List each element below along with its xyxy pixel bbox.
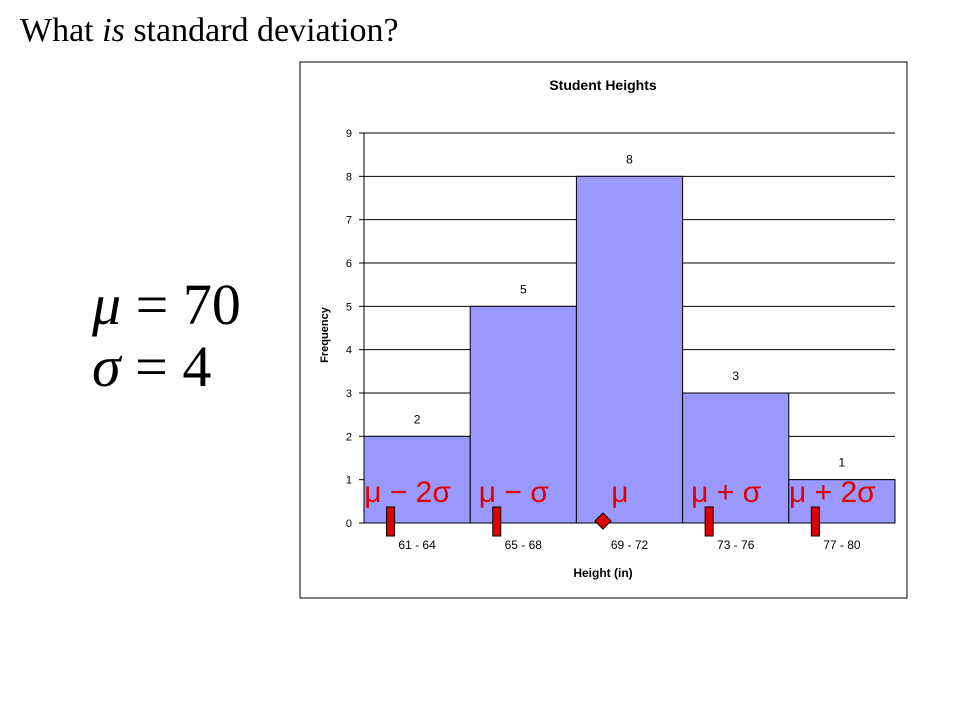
sigma-marker xyxy=(704,506,714,537)
sigma-marker-label: μ + σ xyxy=(691,476,761,509)
y-tick-label: 8 xyxy=(346,171,352,183)
marker-layer: μ − 2σ μ − σ μ μ + σ μ + 2σ xyxy=(364,476,876,537)
y-tick-label: 7 xyxy=(346,215,352,227)
mean-marker xyxy=(594,512,612,530)
bar xyxy=(575,175,684,524)
slide-title-emphasis: is xyxy=(102,12,125,49)
sigma-marker xyxy=(810,506,820,537)
y-axis-label: Frequency xyxy=(319,306,331,363)
y-tick-label: 3 xyxy=(346,388,352,400)
bar xyxy=(363,435,471,524)
y-tick-label: 6 xyxy=(346,258,352,270)
sigma-marker-label: μ − 2σ xyxy=(364,476,451,509)
slide-title: What is standard deviation? xyxy=(20,12,399,50)
sigma-marker xyxy=(492,506,502,537)
x-tick-label: 77 - 80 xyxy=(823,538,861,552)
sigma-marker xyxy=(386,506,396,537)
y-tick-label: 1 xyxy=(346,475,352,487)
chart-title: Student Heights xyxy=(549,77,657,93)
data-label: 1 xyxy=(839,456,846,470)
x-axis-label: Height (in) xyxy=(573,566,632,580)
bar xyxy=(469,305,577,524)
mean-formula: μ = 70 xyxy=(92,276,241,334)
sigma-marker-label: μ xyxy=(611,476,628,509)
data-label: 2 xyxy=(414,412,421,426)
x-tick-label: 73 - 76 xyxy=(717,538,755,552)
bar xyxy=(788,479,896,524)
bar-layer: 2 5 8 3 1 xyxy=(363,152,896,524)
y-tick-label: 4 xyxy=(346,345,352,357)
sd-symbol: σ xyxy=(92,334,121,399)
data-label: 3 xyxy=(732,369,739,383)
x-tick-label: 65 - 68 xyxy=(505,538,543,552)
slide-title-end: standard deviation? xyxy=(124,12,399,49)
sigma-marker-label: μ + 2σ xyxy=(789,476,876,509)
slide-title-start: What xyxy=(20,12,103,49)
y-tick-label: 0 xyxy=(346,518,352,530)
sigma-marker-label: μ − σ xyxy=(479,476,549,509)
y-tick-label: 9 xyxy=(346,128,352,140)
y-tick-label: 5 xyxy=(346,301,352,313)
x-tick-label: 61 - 64 xyxy=(398,538,436,552)
bar xyxy=(682,392,790,524)
data-label: 8 xyxy=(626,152,633,166)
x-tick-label: 69 - 72 xyxy=(611,538,649,552)
sd-formula: σ = 4 xyxy=(92,338,211,396)
mean-value: = 70 xyxy=(135,272,241,337)
tick-layer: 0 1 2 3 4 5 6 7 8 9 61 - 64 65 - 68 69 - 72 73 - 76 77… xyxy=(346,128,895,552)
mean-symbol: μ xyxy=(92,272,122,337)
y-tick-label: 2 xyxy=(346,431,352,443)
data-label: 5 xyxy=(520,282,527,296)
sd-value: = 4 xyxy=(135,334,212,399)
